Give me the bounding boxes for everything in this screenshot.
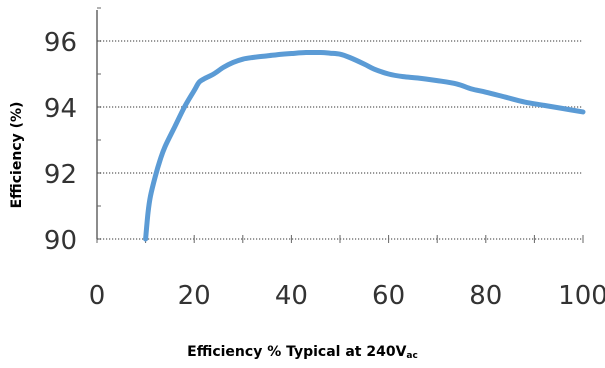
y-tick-labels: 90 92 94 96 bbox=[44, 28, 77, 256]
y-tick-label-94: 94 bbox=[44, 94, 77, 124]
x-axis-label: Efficiency % Typical at 240Vac bbox=[0, 344, 605, 361]
efficiency-curve bbox=[143, 49, 586, 242]
x-tick-label-20: 20 bbox=[178, 281, 211, 311]
y-tick-label-92: 92 bbox=[44, 160, 77, 190]
x-tick-label-0: 0 bbox=[89, 281, 106, 311]
x-tick-label-60: 60 bbox=[372, 281, 405, 311]
y-tick-label-90: 90 bbox=[44, 226, 77, 256]
y-tick-label-96: 96 bbox=[44, 28, 77, 58]
x-axis-label-main: Efficiency % Typical at 240V bbox=[187, 344, 407, 360]
x-axis-label-subscript: ac bbox=[406, 351, 418, 361]
x-tick-label-40: 40 bbox=[275, 281, 308, 311]
y-minor-ticks bbox=[97, 7, 101, 240]
y-axis-label: Efficiency (%) bbox=[9, 102, 25, 209]
x-tick-label-80: 80 bbox=[469, 281, 502, 311]
x-tick-labels: 0 20 40 60 80 100 bbox=[89, 281, 605, 311]
x-tick-label-100: 100 bbox=[558, 281, 605, 311]
